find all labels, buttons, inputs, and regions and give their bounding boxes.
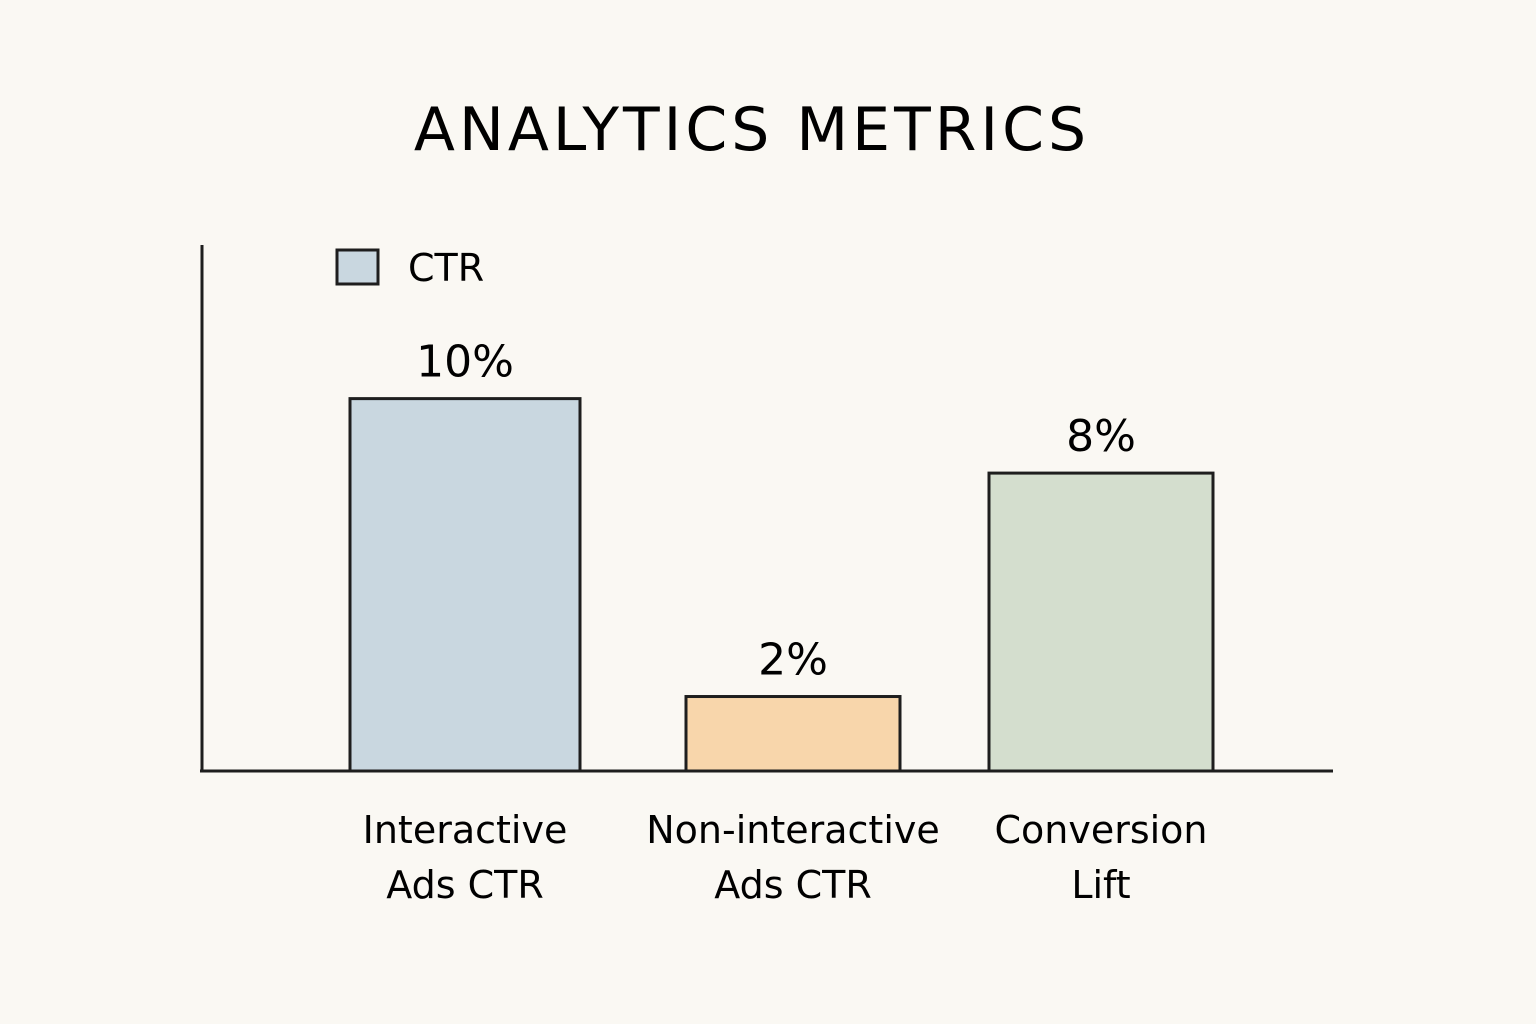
data-label-1: 2% <box>758 635 828 686</box>
legend-swatch-ctr <box>335 248 380 286</box>
x-tick-label-2: Conversion <box>994 808 1207 852</box>
x-tick-label-1: Non-interactive <box>646 808 940 852</box>
x-tick-label-0: Interactive <box>363 808 568 852</box>
x-tick-label-1: Ads CTR <box>714 863 871 907</box>
bar-0 <box>348 397 582 773</box>
bar-2 <box>987 471 1215 773</box>
legend-label-ctr: CTR <box>408 246 484 290</box>
data-label-2: 8% <box>1066 411 1136 462</box>
x-tick-label-2: Lift <box>1071 863 1130 907</box>
data-label-0: 10% <box>416 337 514 388</box>
bar-1 <box>684 695 902 773</box>
legend: CTR <box>335 246 484 290</box>
x-tick-label-0: Ads CTR <box>386 863 543 907</box>
chart-title: ANALYTICS METRICS <box>414 95 1090 165</box>
